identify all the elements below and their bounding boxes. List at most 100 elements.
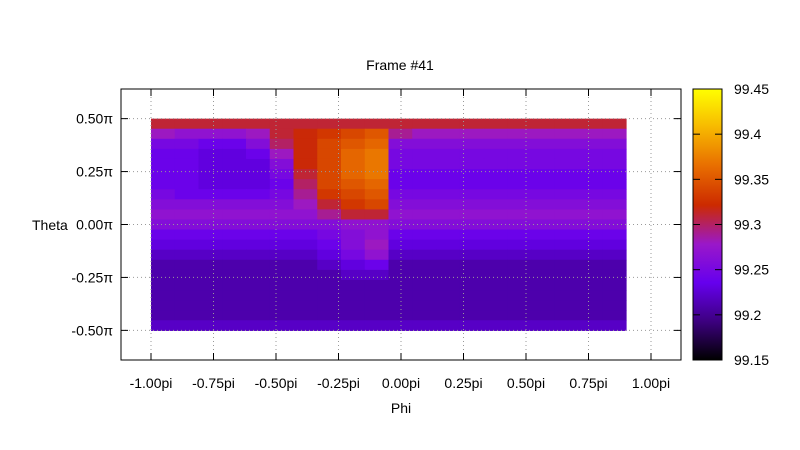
- heat-cell: [436, 209, 461, 221]
- heat-cell: [269, 148, 295, 160]
- heat-cell: [507, 148, 532, 160]
- heat-cell: [483, 179, 508, 190]
- heat-cell: [388, 269, 413, 281]
- heat-cell: [483, 269, 508, 281]
- heat-cell: [174, 158, 200, 170]
- heat-cell: [602, 219, 627, 231]
- colorbar-tick-label: 99.25: [734, 262, 769, 278]
- heat-cell: [554, 219, 580, 231]
- heat-cell: [483, 300, 508, 311]
- heat-cell: [174, 138, 200, 150]
- heat-cell: [388, 219, 413, 231]
- heat-cell: [174, 179, 200, 190]
- heat-cell: [507, 138, 532, 150]
- heat-cell: [459, 158, 485, 170]
- heat-cell: [269, 300, 295, 311]
- heat-cell: [222, 169, 247, 180]
- heat-cell: [317, 229, 342, 241]
- heat-cell: [602, 269, 627, 281]
- heat-cell: [364, 229, 390, 241]
- heat-cell: [554, 138, 580, 150]
- heat-cell: [364, 118, 390, 130]
- heat-cell: [436, 249, 461, 261]
- heat-cell: [436, 179, 461, 190]
- heat-cell: [341, 249, 366, 261]
- heat-cell: [364, 259, 390, 271]
- heat-cell: [317, 310, 342, 321]
- heat-cell: [364, 239, 390, 251]
- heat-cell: [198, 249, 223, 261]
- heat-cell: [151, 189, 176, 200]
- heat-cell: [602, 179, 627, 190]
- x-tick-label: 0.00pi: [382, 375, 420, 391]
- heat-cell: [174, 229, 200, 241]
- heat-cell: [246, 158, 271, 170]
- heat-cell: [578, 229, 603, 241]
- heat-cell: [198, 189, 223, 200]
- heat-cell: [151, 128, 176, 140]
- heat-cell: [436, 279, 461, 291]
- heat-cell: [341, 229, 366, 241]
- heat-cell: [412, 138, 437, 150]
- y-tick-label: -0.50π: [71, 322, 113, 338]
- heat-cell: [198, 148, 223, 160]
- heat-cell: [293, 229, 318, 241]
- heat-cell: [151, 320, 176, 331]
- heat-cell: [554, 179, 580, 190]
- heat-cell: [246, 310, 271, 321]
- x-tick-label: -1.00pi: [130, 375, 173, 391]
- heat-cell: [459, 138, 485, 150]
- heat-cell: [317, 300, 342, 311]
- heat-cell: [436, 229, 461, 241]
- heat-cell: [483, 189, 508, 200]
- heat-cell: [364, 179, 390, 190]
- heat-cell: [317, 320, 342, 331]
- heat-cell: [531, 229, 556, 241]
- heat-cell: [459, 239, 485, 251]
- heat-cell: [293, 279, 318, 291]
- heat-cell: [483, 229, 508, 241]
- heat-cell: [602, 118, 627, 130]
- heat-cell: [246, 269, 271, 281]
- heat-cell: [198, 300, 223, 311]
- heat-cell: [269, 320, 295, 331]
- heat-cell: [483, 290, 508, 301]
- heat-cell: [388, 118, 413, 130]
- heat-cell: [554, 229, 580, 241]
- heat-cell: [459, 259, 485, 271]
- heat-cell: [507, 290, 532, 301]
- heat-cell: [174, 290, 200, 301]
- heat-cell: [269, 169, 295, 180]
- heat-cell: [388, 169, 413, 180]
- heat-cell: [436, 138, 461, 150]
- heat-cell: [412, 249, 437, 261]
- heat-cell: [222, 148, 247, 160]
- heat-cell: [174, 118, 200, 130]
- heat-cell: [222, 290, 247, 301]
- heat-cell: [554, 320, 580, 331]
- heat-cell: [436, 219, 461, 231]
- heat-cell: [483, 259, 508, 271]
- heat-cell: [578, 269, 603, 281]
- heat-cell: [222, 229, 247, 241]
- heat-cell: [388, 179, 413, 190]
- heat-cell: [222, 189, 247, 200]
- heat-cell: [317, 128, 342, 140]
- heat-cell: [412, 148, 437, 160]
- heat-cell: [293, 179, 318, 190]
- heat-cell: [554, 279, 580, 291]
- heat-cell: [317, 209, 342, 221]
- heat-cell: [602, 209, 627, 221]
- heat-cell: [198, 279, 223, 291]
- heat-cell: [507, 320, 532, 331]
- heat-cell: [293, 269, 318, 281]
- heat-cell: [341, 320, 366, 331]
- colorbar-tick-label: 99.35: [734, 171, 769, 187]
- heat-cell: [531, 320, 556, 331]
- heat-cell: [388, 158, 413, 170]
- heat-cell: [412, 239, 437, 251]
- y-tick-label: 0.00π: [76, 217, 113, 233]
- heat-cell: [436, 320, 461, 331]
- heat-cell: [151, 310, 176, 321]
- heat-cell: [507, 169, 532, 180]
